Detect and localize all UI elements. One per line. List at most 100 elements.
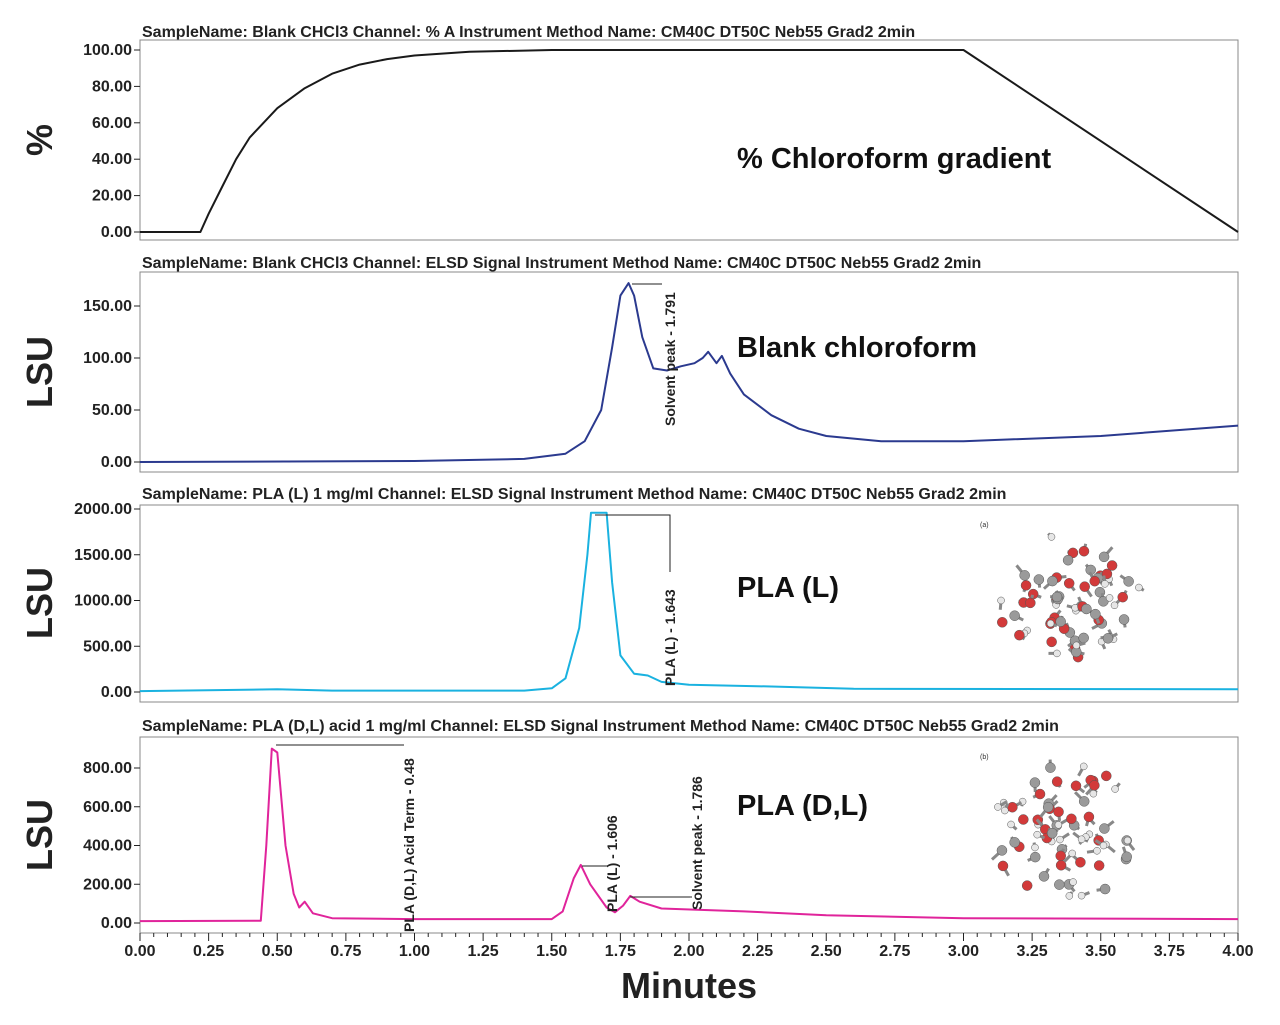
molecule-atom: [1078, 632, 1089, 644]
y-tick-label: 200.00: [83, 876, 132, 893]
y-tick-label: 0.00: [101, 224, 132, 241]
x-tick-label: 3.00: [948, 943, 979, 960]
panel-4-label: PLA (D,L): [737, 790, 868, 822]
x-tick-label: 3.25: [1017, 943, 1048, 960]
panel-4-title: SampleName: PLA (D,L) acid 1 mg/ml Chann…: [142, 718, 1059, 735]
molecule-atom: [1118, 614, 1130, 625]
molecule-atom: [1062, 554, 1074, 566]
molecule-atom: [1001, 806, 1009, 815]
y-tick-label: 0.00: [101, 454, 132, 471]
x-tick-label: 2.50: [811, 943, 842, 960]
y-tick-label: 150.00: [83, 298, 132, 315]
panel-3-label: PLA (L): [737, 572, 839, 604]
molecule-atom: [1093, 860, 1105, 871]
molecule-atom: [1078, 545, 1090, 557]
molecule-atom: [1072, 641, 1081, 650]
molecule-atom: [1031, 843, 1039, 852]
y-tick-label: 20.00: [92, 188, 132, 205]
panel-2-series-line: [139, 282, 1239, 463]
panel-2-title: SampleName: Blank CHCl3 Channel: ELSD Si…: [142, 255, 981, 272]
panel-1-series-line: [140, 49, 1239, 233]
molecule-atom: [1009, 610, 1020, 621]
annotation-leaders: [276, 283, 692, 898]
y-tick-label: 800.00: [83, 760, 132, 777]
molecule-atom: [1053, 649, 1061, 658]
molecule-atom: [1007, 820, 1015, 829]
molecule-atom: [1135, 583, 1143, 592]
x-tick-label: 1.50: [536, 943, 567, 960]
panel-1-label: % Chloroform gradient: [737, 143, 1052, 175]
molecule-atom: [1099, 823, 1110, 834]
molecule-atom: [1077, 891, 1086, 900]
molecule-atom: [1101, 580, 1109, 588]
molecule-atom: [1070, 780, 1082, 792]
molecule-atom: [1018, 814, 1029, 825]
panel-2-ylabel: LSU: [19, 336, 60, 408]
molecule-atom: [1051, 591, 1063, 603]
molecule-atom: [1077, 835, 1086, 844]
panel-3-frame: [139, 504, 1239, 703]
y-tick-label: 1500.00: [74, 547, 132, 564]
molecule-atom: [1098, 551, 1110, 563]
molecule-atom: [1067, 547, 1079, 559]
molecule-atom: [1054, 821, 1063, 829]
molecule-image-a: [997, 532, 1145, 663]
y-tick-label: 0.00: [101, 915, 132, 932]
annotation-solvent-peak-dl: Solvent peak - 1.786: [689, 776, 705, 910]
panel-4-series-line: [139, 747, 1239, 923]
molecule-atom: [1033, 830, 1041, 839]
y-tick-label: 400.00: [83, 838, 132, 855]
inset-a-label: (a): [980, 522, 989, 529]
annotation-solvent-peak-blank: Solvent peak - 1.791: [662, 292, 678, 426]
molecule-atom: [1068, 849, 1076, 858]
x-axis-label: Minutes: [621, 965, 757, 1006]
molecule-atom: [1123, 576, 1134, 587]
molecule-atom: [1047, 575, 1058, 587]
panel-1-title: SampleName: Blank CHCl3 Channel: % A Ins…: [142, 24, 915, 41]
molecule-atom: [1106, 560, 1118, 571]
molecule-atom: [1079, 581, 1090, 592]
x-tick-label: 1.75: [605, 943, 636, 960]
annotation-acid-term: PLA (D,L) Acid Term - 0.48: [401, 758, 417, 932]
molecule-atom: [1093, 847, 1101, 855]
molecule-atom: [1110, 601, 1119, 610]
molecule-atom: [1102, 633, 1114, 644]
y-tick-label: 50.00: [92, 402, 132, 419]
molecule-atom: [1025, 597, 1036, 609]
molecule-atom: [1009, 837, 1020, 848]
y-tick-label: 2000.00: [74, 501, 132, 518]
panel-4-ylabel: LSU: [19, 799, 60, 871]
panel-2-label: Blank chloroform: [737, 332, 977, 364]
molecule-atom: [1081, 603, 1092, 615]
x-tick-label: 2.00: [673, 943, 704, 960]
molecule-atom: [994, 803, 1002, 811]
molecule-atom: [1051, 776, 1063, 787]
x-tick-label: 0.50: [262, 943, 293, 960]
molecule-atom: [1014, 629, 1025, 641]
panel-2-frame: [139, 271, 1239, 473]
molecule-atom: [1054, 879, 1065, 890]
y-tick-label: 600.00: [83, 799, 132, 816]
molecule-atom: [1053, 806, 1064, 818]
x-tick-label: 0.25: [193, 943, 224, 960]
molecule-atom: [1105, 594, 1114, 602]
molecule-atom: [1078, 796, 1090, 807]
molecule-atom: [1063, 578, 1075, 589]
x-tick-label: 1.25: [468, 943, 499, 960]
molecule-atom: [996, 845, 1008, 856]
y-tick-label: 1000.00: [74, 593, 132, 610]
molecule-atom: [1101, 770, 1112, 782]
molecule-atom: [1123, 836, 1132, 845]
inset-b-label: (b): [980, 754, 989, 761]
molecule-atom: [997, 860, 1009, 872]
molecule-atom: [1055, 850, 1066, 862]
y-tick-label: 0.00: [101, 684, 132, 701]
molecule-atom: [1089, 575, 1100, 587]
molecule-atom: [1099, 883, 1111, 895]
annotation-pla-l-1606: PLA (L) - 1.606: [604, 815, 620, 912]
panel-3-title: SampleName: PLA (L) 1 mg/ml Channel: ELS…: [142, 486, 1006, 503]
panel-1-ylabel: %: [19, 124, 60, 156]
panel-3-series-line: [139, 511, 1239, 693]
molecule-atom: [1079, 762, 1088, 771]
